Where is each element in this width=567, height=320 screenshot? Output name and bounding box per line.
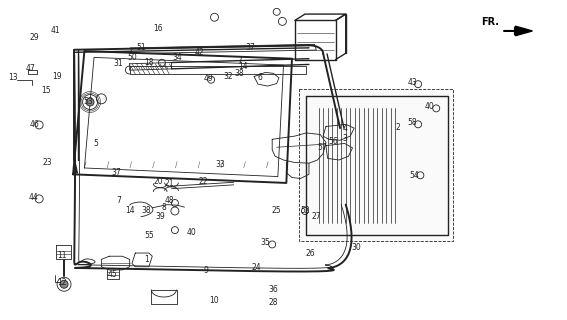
Text: 24: 24	[252, 263, 261, 272]
Text: 5: 5	[94, 139, 98, 148]
Text: 19: 19	[52, 72, 62, 81]
Text: 58: 58	[408, 118, 417, 127]
Text: 4: 4	[342, 124, 347, 133]
Text: 14: 14	[125, 206, 134, 215]
Text: 33: 33	[215, 160, 225, 169]
Text: 23: 23	[43, 158, 52, 167]
Text: 34: 34	[172, 53, 182, 62]
Text: 40: 40	[187, 228, 197, 237]
Text: 12: 12	[57, 278, 66, 287]
Text: 21: 21	[164, 180, 174, 188]
Bar	[299, 89, 453, 241]
Circle shape	[60, 280, 68, 288]
Circle shape	[86, 98, 94, 106]
Text: 45: 45	[108, 269, 117, 279]
Text: 44: 44	[28, 193, 39, 202]
Text: 27: 27	[311, 212, 321, 221]
Text: 40: 40	[425, 102, 434, 111]
Text: 7: 7	[237, 56, 242, 65]
Text: 37: 37	[246, 43, 256, 52]
Text: 41: 41	[50, 26, 60, 35]
Text: 42: 42	[195, 48, 205, 57]
Text: 16: 16	[153, 24, 163, 33]
Text: 46: 46	[29, 120, 40, 129]
Text: 47: 47	[25, 64, 35, 73]
Text: 9: 9	[203, 266, 208, 276]
Text: 57: 57	[317, 143, 327, 152]
Text: 13: 13	[9, 73, 18, 82]
Text: 2: 2	[395, 123, 400, 132]
Text: 51: 51	[136, 43, 146, 52]
Text: 25: 25	[272, 206, 282, 215]
Text: 54: 54	[410, 171, 420, 180]
Text: 3: 3	[342, 134, 347, 143]
Text: 8: 8	[161, 203, 166, 212]
Text: 30: 30	[351, 243, 361, 252]
Text: 26: 26	[306, 250, 315, 259]
Text: 10: 10	[210, 296, 219, 305]
Text: FR.: FR.	[481, 17, 500, 27]
Text: 37: 37	[111, 168, 121, 177]
Text: 14: 14	[238, 61, 248, 70]
Text: 15: 15	[41, 86, 51, 95]
Text: 50: 50	[127, 53, 137, 62]
Text: 22: 22	[198, 177, 208, 186]
Text: 38: 38	[142, 206, 151, 215]
Text: 29: 29	[30, 33, 40, 42]
Text: 49: 49	[204, 74, 214, 83]
Text: 31: 31	[113, 59, 123, 68]
Text: 36: 36	[268, 285, 278, 294]
Text: 11: 11	[57, 251, 66, 260]
Polygon shape	[515, 26, 532, 36]
Text: 55: 55	[145, 231, 154, 240]
Text: 48: 48	[164, 196, 174, 205]
Text: 53: 53	[83, 97, 93, 106]
Text: 32: 32	[223, 72, 233, 81]
Text: 38: 38	[235, 69, 244, 78]
Text: 28: 28	[269, 298, 278, 307]
Text: 56: 56	[328, 137, 338, 146]
Text: 39: 39	[155, 212, 165, 221]
Text: 52: 52	[300, 206, 310, 215]
Text: 20: 20	[153, 177, 163, 186]
Text: 1: 1	[144, 255, 149, 264]
Text: 18: 18	[144, 58, 154, 67]
Text: 6: 6	[257, 73, 262, 82]
Text: 43: 43	[408, 78, 417, 87]
Text: 35: 35	[260, 238, 270, 247]
Text: 7: 7	[116, 196, 121, 205]
